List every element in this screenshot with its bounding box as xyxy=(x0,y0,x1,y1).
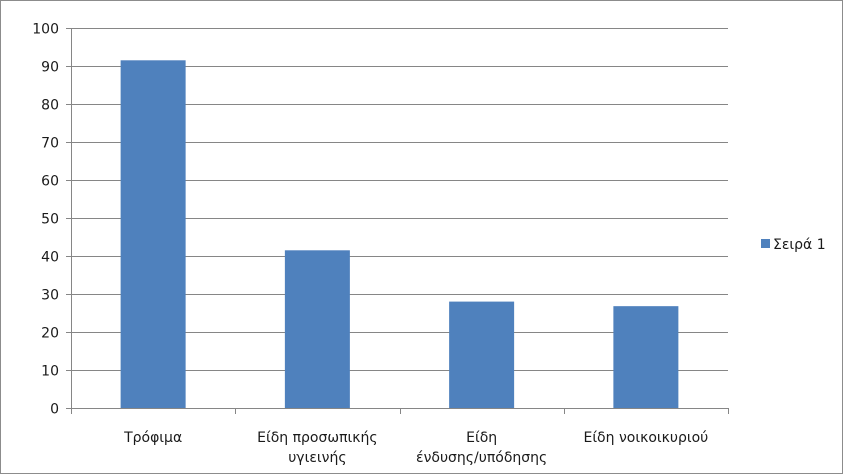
x-tick-label: Είδη προσωπικής υγιεινής xyxy=(257,430,377,466)
bar-3 xyxy=(449,301,515,408)
y-tick-label: 80 xyxy=(41,98,59,114)
y-tick-label: 10 xyxy=(41,364,59,380)
y-tick-labels: 0 10 20 30 40 50 60 70 80 90 100 xyxy=(32,22,59,418)
x-tick-label: Τρόφιμα xyxy=(123,430,182,446)
legend: Σειρά 1 xyxy=(761,237,826,253)
y-tick-label: 70 xyxy=(41,136,59,152)
legend-swatch xyxy=(761,239,770,248)
bar-4 xyxy=(613,306,679,408)
bar-1 xyxy=(120,60,186,409)
y-tick-label: 20 xyxy=(41,326,59,342)
y-tick-label: 100 xyxy=(32,22,59,38)
y-tick-label: 60 xyxy=(41,174,59,190)
x-tick-labels: Τρόφιμα Είδη προσωπικής υγιεινής Είδη ένδυση… xyxy=(123,430,708,466)
x-tick-label: Είδη νοικοικυριού xyxy=(583,430,708,446)
y-tick-label: 40 xyxy=(41,250,59,266)
legend-label: Σειρά 1 xyxy=(773,237,826,253)
axes xyxy=(66,28,729,414)
y-tick-label: 0 xyxy=(50,402,59,418)
x-tick-label: Είδη ένδυσης/υπόδησης xyxy=(416,430,547,466)
bar-2 xyxy=(284,250,350,408)
y-tick-label: 90 xyxy=(41,60,59,76)
y-tick-label: 50 xyxy=(41,212,59,228)
bars xyxy=(120,60,679,409)
y-tick-label: 30 xyxy=(41,288,59,304)
